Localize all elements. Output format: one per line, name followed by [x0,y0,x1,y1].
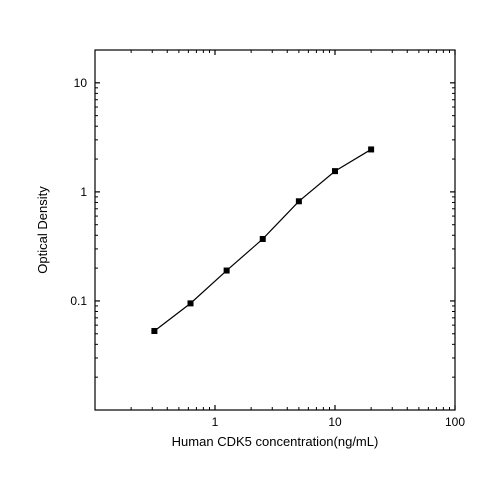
svg-text:10: 10 [74,76,88,90]
svg-text:100: 100 [445,415,465,429]
svg-text:10: 10 [328,415,342,429]
svg-text:0.1: 0.1 [70,294,87,308]
chart-container: 1 10 100 0.1 1 10 Human CDK5 concentration(ng/… [0,0,500,500]
x-axis-label: Human CDK5 concentration(ng/mL) [172,434,379,449]
svg-text:1: 1 [80,185,87,199]
chart-svg: 1 10 100 0.1 1 10 Human CDK5 concentration(ng/… [0,0,500,500]
svg-text:1: 1 [212,415,219,429]
y-axis-label: Optical Density [35,186,50,274]
